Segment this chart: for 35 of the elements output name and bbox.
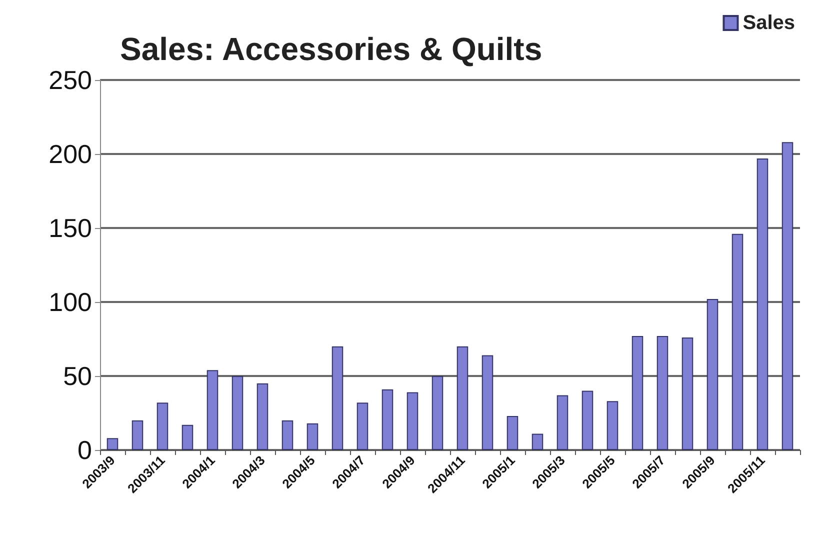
y-tick-label: 50 <box>63 361 92 391</box>
bar <box>606 401 618 450</box>
y-tick-label: 200 <box>48 139 92 169</box>
bar <box>206 370 218 450</box>
bar <box>232 376 244 450</box>
bar <box>682 338 694 450</box>
bar <box>256 383 268 450</box>
bar <box>282 420 294 450</box>
legend-label: Sales <box>742 12 795 34</box>
bar <box>556 395 568 450</box>
bar <box>656 336 668 450</box>
y-tick-label: 100 <box>48 287 92 317</box>
y-tick-label: 250 <box>48 65 92 95</box>
bar <box>532 434 544 450</box>
bar <box>706 299 718 450</box>
bar <box>406 392 418 450</box>
bar <box>432 376 444 450</box>
bar <box>332 346 344 450</box>
bar <box>782 142 794 450</box>
chart-title: Sales: Accessories & Quilts <box>120 31 542 67</box>
y-tick-label: 150 <box>48 213 92 243</box>
bar <box>106 438 118 450</box>
bar <box>182 424 194 450</box>
bar <box>756 158 768 450</box>
bar <box>306 423 318 450</box>
bar <box>382 389 394 450</box>
bar <box>156 402 168 450</box>
bar <box>132 420 144 450</box>
bar <box>582 390 594 450</box>
bar <box>356 402 368 450</box>
bar <box>482 355 494 450</box>
bar <box>456 346 468 450</box>
bar <box>632 336 644 450</box>
bar <box>506 416 518 450</box>
bar <box>732 234 744 450</box>
